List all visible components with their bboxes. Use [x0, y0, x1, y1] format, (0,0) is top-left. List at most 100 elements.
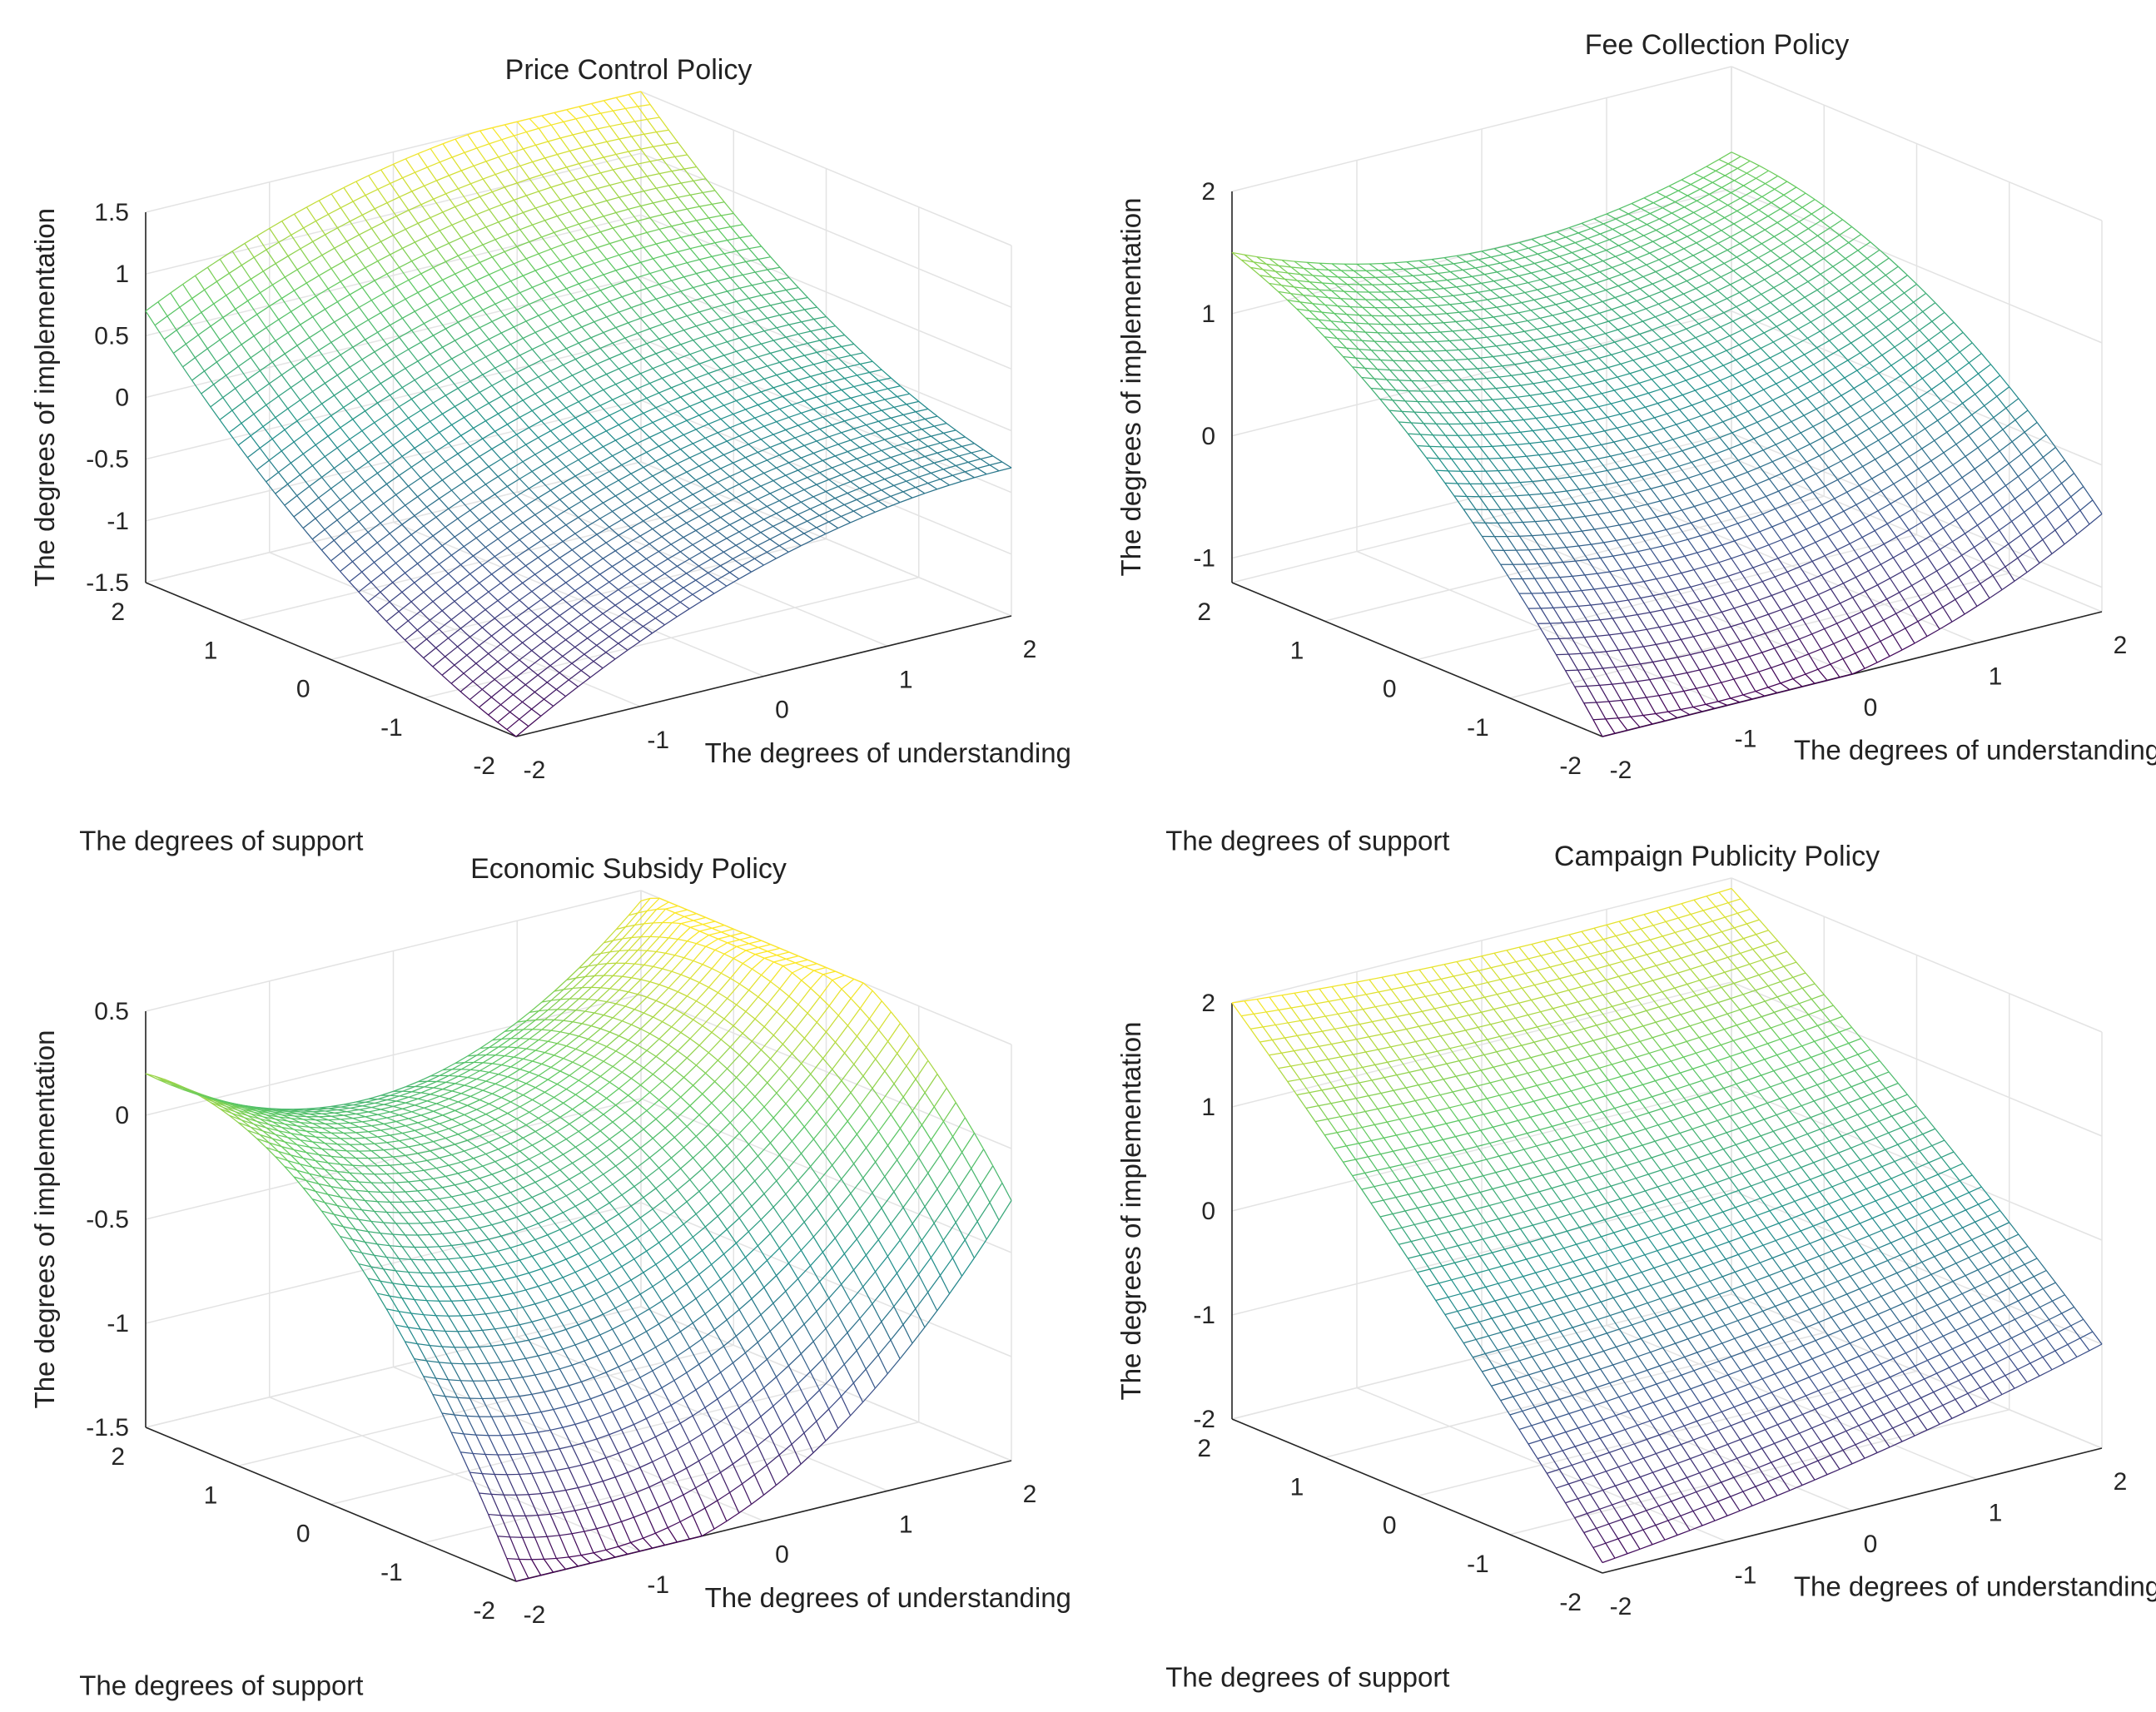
mesh-line — [584, 598, 594, 607]
mesh-line — [1306, 261, 1320, 264]
mesh-line — [445, 518, 459, 528]
mesh-line — [556, 337, 567, 350]
mesh-line — [466, 645, 480, 656]
mesh-line — [565, 459, 579, 468]
mesh-line — [952, 439, 962, 447]
mesh-line — [628, 205, 641, 211]
mesh-line — [661, 484, 672, 494]
mesh-line — [1647, 626, 1660, 630]
mesh-line — [1589, 345, 1602, 350]
mesh-line — [708, 565, 721, 573]
mesh-line — [1783, 658, 1796, 664]
mesh-line — [1433, 350, 1447, 352]
mesh-line — [473, 484, 486, 494]
mesh-line — [673, 419, 688, 427]
mesh-line — [519, 470, 533, 479]
mesh-line — [572, 315, 583, 328]
mesh-line — [484, 661, 499, 672]
mesh-line — [1452, 330, 1463, 340]
mesh-line — [315, 518, 325, 530]
mesh-line — [450, 554, 461, 565]
mesh-line — [887, 388, 898, 397]
mesh-line — [584, 246, 598, 253]
mesh-line — [556, 573, 567, 583]
mesh-line — [358, 234, 370, 249]
mesh-line — [578, 509, 591, 519]
mesh-line — [1472, 274, 1485, 277]
mesh-line — [581, 147, 592, 161]
mesh-line — [1493, 278, 1507, 282]
mesh-line — [550, 124, 561, 139]
mesh-line — [519, 531, 533, 541]
mesh-line — [204, 289, 215, 305]
mesh-line — [565, 407, 576, 419]
mesh-line — [565, 582, 576, 592]
mesh-line — [460, 297, 474, 305]
mesh-line — [850, 435, 863, 441]
mesh-line — [1667, 642, 1679, 658]
mesh-line — [881, 484, 894, 491]
mesh-line — [770, 395, 783, 401]
mesh-line — [324, 447, 338, 458]
mesh-line — [484, 484, 495, 495]
mesh-line — [631, 193, 642, 206]
mesh-line — [584, 589, 598, 599]
mesh-line — [748, 444, 758, 453]
mesh-line — [1572, 574, 1585, 578]
mesh-line — [423, 384, 437, 392]
mesh-line — [485, 161, 496, 175]
mesh-line — [1755, 618, 1766, 634]
y-tick-label: 0 — [296, 676, 310, 703]
mesh-line — [723, 399, 737, 406]
mesh-line — [652, 313, 663, 325]
z-tick-label: 0 — [115, 385, 129, 412]
mesh-line — [275, 263, 286, 278]
mesh-line — [287, 399, 301, 409]
mesh-line — [355, 470, 365, 483]
mesh-line — [1619, 467, 1630, 480]
mesh-line — [541, 360, 552, 371]
mesh-line — [1752, 567, 1763, 583]
mesh-line — [275, 256, 289, 265]
mesh-line — [791, 533, 805, 540]
mesh-line — [590, 331, 604, 339]
mesh-line — [868, 454, 879, 462]
mesh-line — [1572, 463, 1583, 476]
mesh-line — [1557, 476, 1570, 479]
mesh-line — [1650, 609, 1663, 613]
mesh-line — [578, 565, 591, 575]
mesh-line — [590, 453, 601, 464]
mesh-line — [581, 262, 595, 269]
mesh-line — [758, 305, 771, 310]
mesh-line — [569, 326, 583, 333]
mesh-line — [1420, 350, 1431, 362]
mesh-line — [1352, 330, 1363, 341]
mesh-line — [291, 235, 301, 250]
mesh-line — [1657, 513, 1670, 518]
mesh-line — [572, 191, 586, 196]
mesh-line — [1582, 370, 1597, 375]
mesh-line — [438, 619, 452, 630]
mesh-line — [256, 235, 267, 251]
mesh-line — [1466, 496, 1477, 510]
mesh-line — [1518, 535, 1530, 551]
mesh-line — [875, 388, 888, 393]
mesh-line — [857, 371, 870, 376]
mesh-line — [609, 526, 619, 536]
mesh-line — [822, 459, 832, 469]
mesh-line — [1600, 499, 1611, 513]
mesh-line — [1706, 565, 1716, 581]
mesh-line — [1523, 521, 1536, 524]
mesh-line — [1290, 293, 1301, 303]
grid-line — [330, 538, 827, 661]
mesh-line — [1312, 275, 1323, 284]
mesh-line — [492, 186, 505, 193]
mesh-line — [1470, 390, 1481, 401]
mesh-line — [633, 292, 644, 304]
mesh-line — [1299, 301, 1313, 305]
mesh-line — [834, 492, 848, 499]
mesh-line — [893, 484, 904, 493]
mesh-line — [485, 350, 499, 358]
mesh-line — [1564, 355, 1575, 365]
mesh-line — [664, 410, 678, 418]
